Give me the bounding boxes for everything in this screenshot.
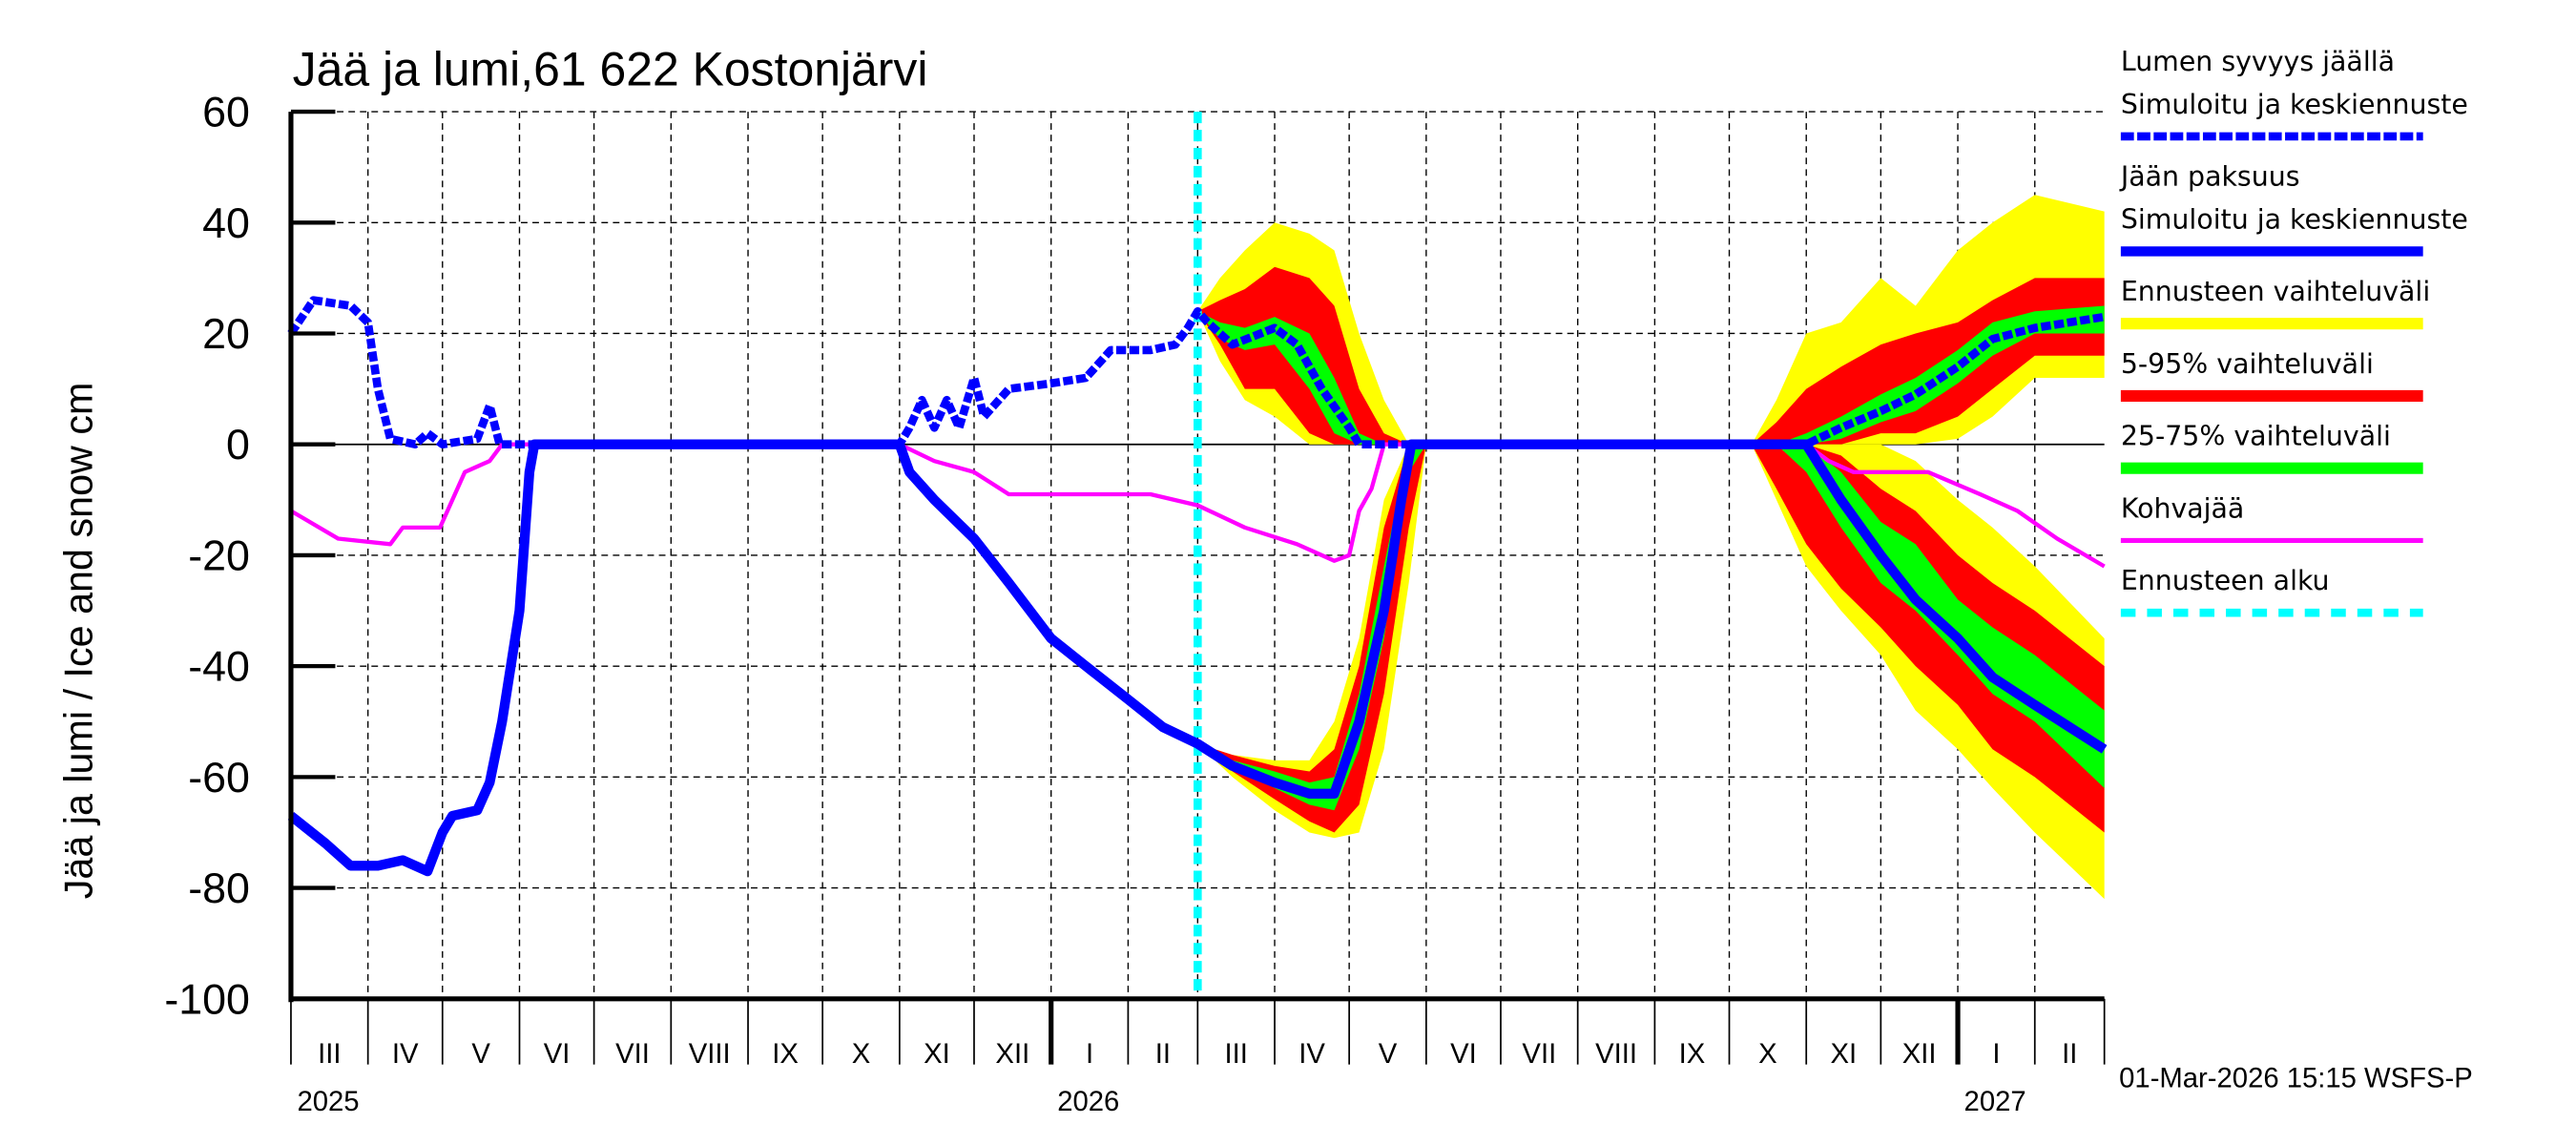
legend-label: Ennusteen alku xyxy=(2121,565,2330,596)
footer-timestamp: 01-Mar-2026 15:15 WSFS-P xyxy=(2119,1064,2473,1094)
month-label: II xyxy=(1155,1039,1171,1070)
y-axis-label: Jää ja lumi / Ice and snow cm xyxy=(57,383,101,900)
month-label: VII xyxy=(1522,1039,1556,1070)
ice-thickness-line xyxy=(287,439,2108,877)
month-label: VIII xyxy=(1595,1039,1637,1070)
month-label: IX xyxy=(772,1039,799,1070)
month-label: IV xyxy=(1298,1039,1325,1070)
month-label: XI xyxy=(1830,1039,1857,1070)
y-tick-label: -80 xyxy=(188,864,250,912)
legend-label: Simuloitu ja keskiennuste xyxy=(2121,203,2468,235)
legend-label: Kohvajää xyxy=(2121,492,2244,524)
forecast-bands xyxy=(1197,195,2105,900)
y-tick-label: -100 xyxy=(164,975,250,1023)
month-label: XI xyxy=(924,1039,950,1070)
month-label: V xyxy=(1379,1039,1398,1070)
month-label: I xyxy=(1086,1039,1093,1070)
month-label: III xyxy=(1224,1039,1247,1070)
month-label: XII xyxy=(1902,1039,1937,1070)
year-label: 2027 xyxy=(1964,1087,2026,1117)
year-label: 2026 xyxy=(1057,1087,1119,1117)
month-label: X xyxy=(852,1039,871,1070)
p25-75-band xyxy=(1751,305,2105,445)
month-label: V xyxy=(471,1039,490,1070)
month-label: VI xyxy=(1450,1039,1477,1070)
month-label: III xyxy=(318,1039,341,1070)
legend-label: Ennusteen vaihteluväli xyxy=(2121,276,2430,307)
y-tick-label: 0 xyxy=(226,421,250,468)
month-label: X xyxy=(1758,1039,1777,1070)
y-tick-label: 60 xyxy=(202,89,250,136)
p5-95-band xyxy=(1751,444,2105,833)
month-label: XII xyxy=(995,1039,1029,1070)
year-label: 2025 xyxy=(297,1087,359,1117)
month-label: VI xyxy=(544,1039,571,1070)
series-lines xyxy=(287,112,2108,999)
month-label: IV xyxy=(392,1039,419,1070)
y-tick-label: -40 xyxy=(188,643,250,691)
y-tick-label: -60 xyxy=(188,754,250,802)
legend-label: 25-75% vaihteluväli xyxy=(2121,421,2391,452)
snow-depth-line xyxy=(287,296,2106,449)
legend-label: Simuloitu ja keskiennuste xyxy=(2121,89,2468,120)
y-tick-label: 40 xyxy=(202,199,250,247)
p5-95-band xyxy=(1197,444,1426,833)
chart-title: Jää ja lumi,61 622 Kostonjärvi xyxy=(293,43,928,96)
month-label: IX xyxy=(1679,1039,1706,1070)
month-label: II xyxy=(2062,1039,2077,1070)
y-tick-label: -20 xyxy=(188,531,250,579)
month-label: VIII xyxy=(689,1039,731,1070)
axes: III IV V VI VII VIII IX X XI XII I II III IV V VI VII VII… xyxy=(164,89,2106,1117)
month-label: I xyxy=(1992,1039,2000,1070)
legend: Lumen syvyys jäällä Simuloitu ja keskienn… xyxy=(2119,46,2468,617)
y-tick-label: 20 xyxy=(202,310,250,358)
p25-75-band xyxy=(1197,311,1409,445)
legend-label: Lumen syvyys jäällä xyxy=(2121,46,2395,77)
month-label: VII xyxy=(615,1039,650,1070)
legend-label: 5-95% vaihteluväli xyxy=(2121,348,2374,380)
slush-ice-line xyxy=(289,442,2106,569)
legend-label: Jään paksuus xyxy=(2119,161,2300,193)
